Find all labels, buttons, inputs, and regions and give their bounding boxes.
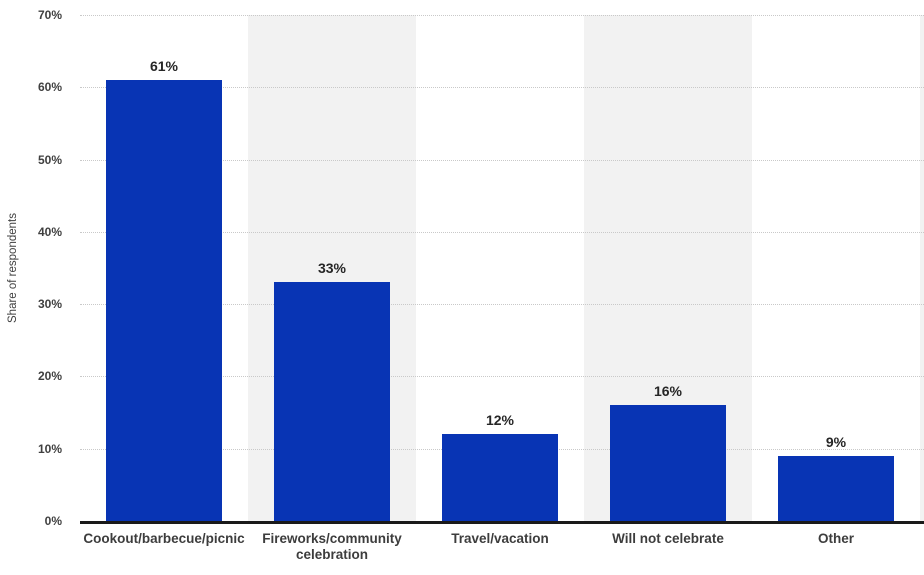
bar-value-label: 9%: [825, 433, 847, 450]
y-gridline: [80, 231, 924, 233]
y-gridline: [80, 304, 924, 306]
x-category-label: Fireworks/community celebration: [262, 531, 402, 562]
y-tick-label: 20%: [37, 369, 62, 384]
bar[interactable]: [106, 80, 222, 521]
y-tick-label: 10%: [37, 441, 62, 456]
bar[interactable]: [442, 434, 558, 521]
y-gridline: [80, 15, 924, 16]
y-tick-label: 0%: [44, 514, 62, 528]
plot-band-edge: [920, 15, 924, 521]
y-tick-label: 60%: [37, 80, 62, 95]
bar[interactable]: [778, 455, 894, 521]
y-gridline: [80, 376, 924, 378]
x-category-label: Other: [817, 531, 855, 546]
y-gridline: [80, 87, 924, 89]
y-tick-label: 70%: [37, 8, 62, 22]
bar-value-label: 61%: [149, 58, 179, 75]
y-tick-label: 50%: [37, 152, 62, 167]
x-axis-line: [80, 521, 924, 524]
x-category-label: Will not celebrate: [612, 531, 724, 546]
y-tick-label: 40%: [37, 224, 62, 239]
y-gridline: [80, 159, 924, 161]
x-category-label: Travel/vacation: [451, 531, 549, 546]
x-category-label: Cookout/barbecue/picnic: [83, 531, 245, 546]
bar-value-label: 12%: [485, 412, 515, 429]
bar[interactable]: [610, 405, 726, 521]
bar-value-label: 16%: [653, 383, 683, 400]
y-tick-label: 30%: [37, 297, 62, 312]
bar[interactable]: [274, 282, 390, 521]
bar-value-label: 33%: [317, 260, 347, 277]
